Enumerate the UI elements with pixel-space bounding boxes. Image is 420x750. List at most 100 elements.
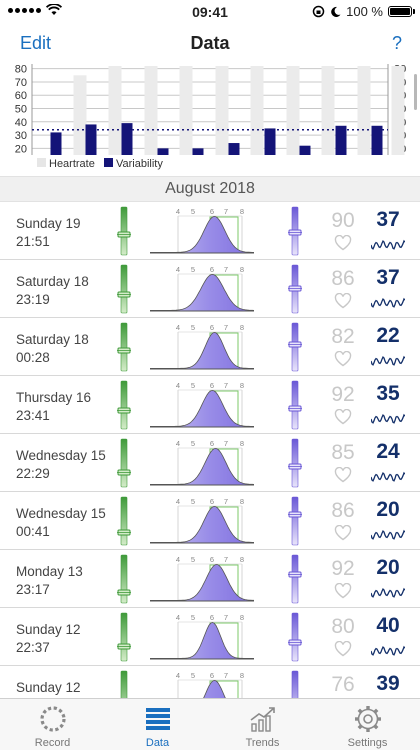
heart-icon (334, 640, 352, 662)
heart-icon (334, 408, 352, 430)
balance-gauge (288, 380, 302, 435)
distribution-chart: 4 5 6 7 8 (149, 207, 255, 254)
edit-button[interactable]: Edit (20, 33, 52, 53)
distribution-tick-label: 8 (240, 671, 244, 680)
measurement-day: Monday 13 (16, 564, 83, 579)
y-tick-label-left: 60 (15, 90, 27, 102)
tab-record[interactable]: Record (0, 699, 105, 750)
distribution-tick-label: 6 (210, 381, 214, 390)
tab-label: Settings (347, 737, 388, 749)
distribution-chart: 4 5 6 7 8 (149, 555, 255, 602)
variability-bar (299, 145, 311, 155)
distribution-tick-label: 5 (191, 439, 195, 448)
y-tick-label-left: 70 (15, 77, 27, 89)
heartbeat-wave-icon (370, 297, 406, 308)
measurement-row[interactable]: Saturday 18 23:19 4 5 6 7 8 86 37 (0, 260, 420, 318)
heart-icon (334, 350, 352, 367)
measurement-day: Wednesday 15 (16, 448, 106, 463)
readiness-gauge-icon (120, 670, 128, 698)
distribution-plot: 4 5 6 7 8 (149, 611, 255, 668)
y-tick-label-left: 40 (15, 117, 27, 129)
distribution-tick-label: 4 (176, 555, 180, 564)
y-tick-label-left: 30 (15, 130, 27, 142)
heartbeat-wave-icon (370, 529, 406, 540)
variability-bar (50, 132, 62, 155)
scroll-indicator[interactable] (414, 74, 417, 110)
heartbeat-wave-icon (370, 587, 406, 598)
heartrate-bar (144, 66, 158, 155)
distribution-chart: 4 5 6 7 8 (149, 439, 255, 486)
help-button[interactable]: ? (391, 33, 402, 53)
heart-rate-value: 92 (331, 383, 355, 406)
readiness-gauge-icon (117, 206, 131, 256)
distribution-tick-label: 6 (210, 265, 214, 274)
heart-icon (334, 234, 352, 251)
hrv-value: 20 (376, 556, 400, 579)
balance-gauge (288, 438, 302, 493)
measurement-day: Wednesday 15 (16, 506, 106, 521)
measurement-date: Saturday 18 00:28 (16, 331, 89, 367)
legend-swatch-variability (104, 158, 113, 167)
balance-gauge (288, 206, 302, 261)
measurement-row[interactable]: Monday 13 23:17 4 5 6 7 8 92 20 (0, 550, 420, 608)
measurement-date: Wednesday 15 00:41 (16, 505, 106, 541)
measurement-row[interactable]: Wednesday 15 00:41 4 5 6 7 8 86 20 (0, 492, 420, 550)
tab-trends[interactable]: Trends (210, 699, 315, 750)
heartrate-bar (215, 66, 229, 155)
tab-label: Trends (245, 737, 280, 749)
readiness-gauge (117, 380, 131, 435)
distribution-tick-label: 7 (224, 555, 228, 564)
measurement-row[interactable]: Thursday 16 23:41 4 5 6 7 8 92 35 (0, 376, 420, 434)
readiness-gauge-icon (117, 496, 131, 546)
distribution-curve (149, 621, 255, 660)
overview-chart[interactable]: 2020303040405050606070708080HeartrateVar… (0, 64, 420, 176)
distribution-plot: 4 5 6 7 8 (149, 495, 255, 552)
measurement-time: 22:37 (16, 640, 50, 655)
record-icon (39, 706, 66, 732)
heartbeat-wave-icon (370, 413, 406, 424)
distribution-tick-label: 5 (191, 497, 195, 506)
distribution-curve (149, 331, 255, 370)
readiness-gauge-icon (117, 264, 131, 314)
distribution-tick-label: 4 (176, 207, 180, 216)
cell-signal-icon (8, 7, 41, 13)
measurement-date: Sunday 19 21:51 (16, 215, 81, 251)
distribution-tick-label: 6 (210, 207, 214, 216)
heart-icon (334, 234, 352, 256)
measurement-row[interactable]: Sunday 19 21:51 4 5 6 7 8 90 37 (0, 202, 420, 260)
heart-icon (334, 582, 352, 604)
heart-icon (334, 466, 352, 488)
tab-label: Data (145, 737, 170, 749)
heartbeat-wave-icon (370, 239, 406, 250)
signal-indicator (8, 4, 62, 16)
readiness-gauge (117, 438, 131, 493)
hrv-value: 35 (376, 382, 400, 405)
distribution-curve (149, 273, 255, 312)
y-tick-label-left: 80 (15, 64, 27, 76)
heart-icon (334, 640, 352, 657)
balance-gauge (288, 264, 302, 319)
distribution-tick-label: 6 (210, 555, 214, 564)
measurement-list[interactable]: Sunday 19 21:51 4 5 6 7 8 90 37 Saturday 18 23:19 4… (0, 202, 420, 698)
measurement-row[interactable]: Wednesday 15 22:29 4 5 6 7 8 85 24 (0, 434, 420, 492)
heart-icon (334, 582, 352, 599)
heartbeat-wave-icon (370, 528, 406, 546)
trends-icon (248, 704, 278, 739)
measurement-row[interactable]: Sunday 12 22:37 4 5 6 7 8 80 40 (0, 608, 420, 666)
measurement-row[interactable]: Saturday 18 00:28 4 5 6 7 8 82 22 (0, 318, 420, 376)
variability-bar (121, 123, 133, 155)
distribution-curve (149, 215, 255, 254)
readiness-gauge (117, 322, 131, 377)
balance-gauge (288, 496, 302, 551)
distribution-plot: 4 5 6 7 8 (149, 263, 255, 320)
distribution-chart: 4 5 6 7 8 (149, 323, 255, 370)
balance-gauge (288, 554, 302, 609)
distribution-tick-label: 7 (224, 439, 228, 448)
measurement-row[interactable]: Sunday 12 4 5 6 7 8 76 39 (0, 666, 420, 698)
measurement-time: 00:41 (16, 524, 50, 539)
tab-settings[interactable]: Settings (315, 699, 420, 750)
status-bar: 09:41 100 % (0, 0, 420, 24)
balance-gauge-icon (288, 496, 302, 546)
page-title: Data (190, 33, 230, 53)
tab-data[interactable]: Data (105, 699, 210, 750)
